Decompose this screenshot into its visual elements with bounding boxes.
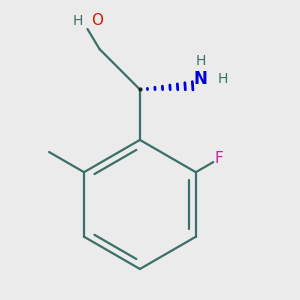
Text: N: N bbox=[194, 70, 207, 88]
Text: H: H bbox=[218, 72, 228, 86]
Text: H: H bbox=[72, 14, 82, 28]
Text: O: O bbox=[92, 14, 104, 28]
Text: H: H bbox=[195, 54, 206, 68]
Text: F: F bbox=[214, 151, 223, 166]
